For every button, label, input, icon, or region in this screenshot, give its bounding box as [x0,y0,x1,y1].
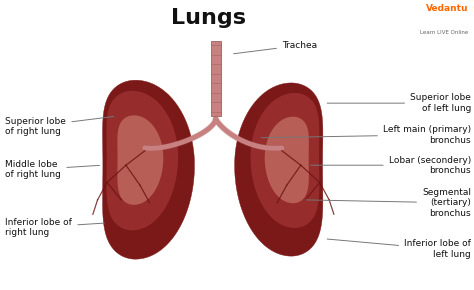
Text: Inferior lobe of
right lung: Inferior lobe of right lung [5,218,104,237]
Text: Middle lobe
of right lung: Middle lobe of right lung [5,160,100,179]
Text: Trachea: Trachea [234,41,317,54]
Polygon shape [264,117,309,203]
Text: Superior lobe
of right lung: Superior lobe of right lung [5,117,114,136]
Text: Lungs: Lungs [171,8,246,28]
Polygon shape [102,80,194,259]
Text: Lobar (secondery)
bronchus: Lobar (secondery) bronchus [310,155,471,175]
Text: Learn LIVE Online: Learn LIVE Online [420,30,469,35]
Polygon shape [210,41,221,116]
Text: Left main (primary)
bronchus: Left main (primary) bronchus [261,125,471,145]
Text: Inferior lobe of
left lung: Inferior lobe of left lung [327,239,471,259]
Polygon shape [235,83,323,256]
Polygon shape [107,91,178,230]
Text: Superior lobe
of left lung: Superior lobe of left lung [327,93,471,113]
Text: Segmental
(tertiary)
bronchus: Segmental (tertiary) bronchus [306,188,471,218]
Polygon shape [251,93,319,228]
Polygon shape [118,115,164,205]
Text: Vedantu: Vedantu [426,3,469,12]
